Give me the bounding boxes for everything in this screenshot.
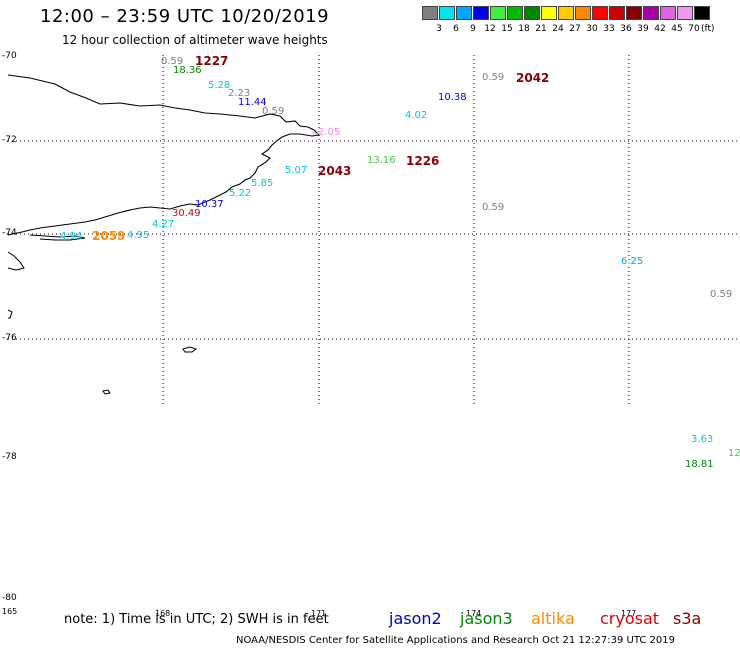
satellite-name: s3a (673, 609, 702, 628)
obs-label: 18.81 (685, 459, 714, 470)
lon-label: 177 (621, 609, 637, 618)
obs-label: 2.05 (318, 127, 341, 138)
legend-value: 15 (501, 24, 513, 34)
lat-label: -78 (2, 452, 17, 462)
legend-swatch (422, 6, 438, 20)
coastline-islet-1 (7, 309, 13, 319)
credit-line: NOAA/NESDIS Center for Satellite Applica… (236, 635, 675, 646)
lat-label: -80 (2, 593, 17, 603)
obs-label: 4.02 (405, 110, 428, 121)
legend-swatch (694, 6, 710, 20)
lon-label: 174 (466, 609, 482, 618)
legend-swatch (643, 6, 659, 20)
legend-swatch (524, 6, 540, 20)
legend-swatch (592, 6, 608, 20)
legend-swatch (456, 6, 472, 20)
obs-label: 30.49 (172, 208, 201, 219)
legend-swatch (439, 6, 455, 20)
legend-value: 36 (620, 24, 632, 34)
legend-swatch (473, 6, 489, 20)
obs-label: 6.25 (621, 256, 644, 267)
legend-unit: (ft) (701, 24, 715, 34)
coastline-inlet (29, 234, 86, 241)
pass-time-label: 2059 (92, 229, 126, 243)
satellite-name: cryosat (600, 609, 660, 628)
legend-swatch (677, 6, 693, 20)
legend-value: 45 (671, 24, 683, 34)
pass-time-label: 2043 (318, 164, 352, 178)
legend-swatch (609, 6, 625, 20)
legend-swatch (507, 6, 523, 20)
lat-label: -74 (2, 228, 17, 238)
lon-label: 171 (311, 609, 327, 618)
legend-value: 18 (518, 24, 530, 34)
obs-label: 0.59 (482, 202, 505, 213)
legend-value: 21 (535, 24, 547, 34)
lat-label: -70 (2, 51, 17, 61)
obs-label: 3.63 (691, 434, 714, 445)
obs-label: 0.59 (482, 72, 505, 83)
obs-label: 4.95 (127, 230, 150, 241)
legend-value: 27 (569, 24, 581, 34)
legend-value: 42 (654, 24, 666, 34)
lon-label: 165 (2, 607, 18, 616)
obs-label: 0.59 (161, 56, 184, 67)
legend-value: 70 (688, 24, 700, 34)
pass-time-label: 1227 (195, 54, 229, 68)
obs-label: 10.37 (195, 199, 224, 210)
coastline-lower (7, 251, 25, 271)
pass-time-label: 1226 (406, 154, 440, 168)
obs-label: 12 (728, 448, 740, 459)
units-note: note: 1) Time is in UTC; 2) SWH is in fe… (64, 612, 329, 627)
obs-label: 0.59 (262, 106, 285, 117)
satellite-name: altika (531, 609, 575, 628)
legend-swatch (575, 6, 591, 20)
obs-label: 5.28 (208, 80, 231, 91)
legend-value: 39 (637, 24, 649, 34)
obs-label: 18.36 (173, 65, 202, 76)
legend-value: 12 (484, 24, 496, 34)
page-title: 12:00 – 23:59 UTC 10/20/2019 (40, 6, 330, 27)
legend-swatch (558, 6, 574, 20)
obs-label: 13.16 (367, 155, 396, 166)
pass-time-label: 2042 (516, 71, 550, 85)
legend-value: 6 (453, 24, 459, 34)
track-marker (311, 131, 319, 135)
coastline (7, 74, 321, 236)
obs-label: 5.07 (285, 165, 308, 176)
legend-value: 24 (552, 24, 564, 34)
obs-label: 5.22 (229, 188, 252, 199)
legend-value: 33 (603, 24, 615, 34)
legend-value: 3 (436, 24, 442, 34)
lat-label: -76 (2, 333, 17, 343)
obs-label: 11.44 (238, 97, 267, 108)
lat-label: -72 (2, 135, 17, 145)
lon-label: 168 (155, 609, 171, 618)
legend-swatch (490, 6, 506, 20)
obs-label: 0.59 (710, 289, 733, 300)
page-subtitle: 12 hour collection of altimeter wave hei… (62, 33, 328, 47)
legend-swatch (541, 6, 557, 20)
legend-value: 30 (586, 24, 598, 34)
island-1 (182, 346, 198, 353)
obs-label: 4.27 (152, 219, 175, 230)
satellite-name: jason3 (460, 609, 513, 628)
satellite-name: jason2 (389, 609, 442, 628)
obs-label: 4.94 (60, 231, 83, 242)
obs-label: 5.85 (251, 178, 274, 189)
island-2 (102, 389, 111, 395)
legend-swatch (660, 6, 676, 20)
legend-value: 9 (470, 24, 476, 34)
legend-swatch (626, 6, 642, 20)
obs-label: 10.38 (438, 92, 467, 103)
obs-label: 2.23 (228, 88, 251, 99)
